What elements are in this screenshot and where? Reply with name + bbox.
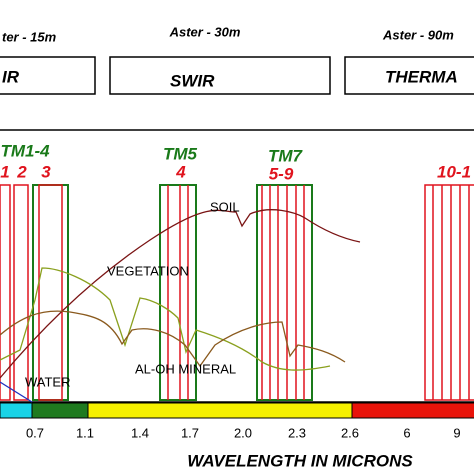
tick-label: 1.4 [131, 425, 149, 440]
band-number: 10-1 [437, 162, 471, 181]
color-bar [31, 402, 89, 419]
curve-label: WATER [25, 374, 71, 389]
color-bar [351, 402, 474, 419]
band-boxes [0, 184, 474, 401]
region-label: IR [2, 67, 20, 86]
region-label: SWIR [170, 71, 215, 90]
region-box [344, 56, 474, 95]
color-bar [87, 402, 353, 419]
curve-label: AL-OH MINERAL [135, 361, 236, 376]
tick-label: 1.1 [76, 425, 94, 440]
tick-label: 0.7 [26, 425, 44, 440]
tick-label: 2.6 [341, 425, 359, 440]
region-label: THERMA [385, 67, 458, 86]
curve-label: VEGETATION [107, 263, 189, 278]
spectra [0, 209, 361, 403]
tick-label: 6 [403, 425, 410, 440]
sensor-label: ter - 15m [2, 29, 57, 44]
band-group-label: TM7 [268, 146, 304, 165]
band-number: 5-9 [269, 164, 294, 183]
tick-label: 9 [453, 425, 460, 440]
color-bar [0, 402, 33, 419]
sensor-label: Aster - 90m [382, 27, 454, 42]
tick-label: 2.3 [288, 425, 306, 440]
band-number: 3 [41, 162, 51, 181]
region-box [109, 56, 331, 95]
axis-title: WAVELENGTH IN MICRONS [187, 451, 413, 470]
band-number: 4 [175, 162, 186, 181]
plot-frame [0, 129, 474, 403]
curve-label: SOIL [210, 199, 240, 214]
tick-label: 1.7 [181, 425, 199, 440]
band-number: 1 [0, 162, 9, 181]
band-group-label: TM1-4 [0, 141, 50, 160]
sensor-label: Aster - 30m [169, 24, 241, 39]
band-group-label: TM5 [163, 144, 198, 163]
tick-label: 2.0 [234, 425, 252, 440]
region-box [0, 56, 96, 95]
band-number: 2 [16, 162, 27, 181]
